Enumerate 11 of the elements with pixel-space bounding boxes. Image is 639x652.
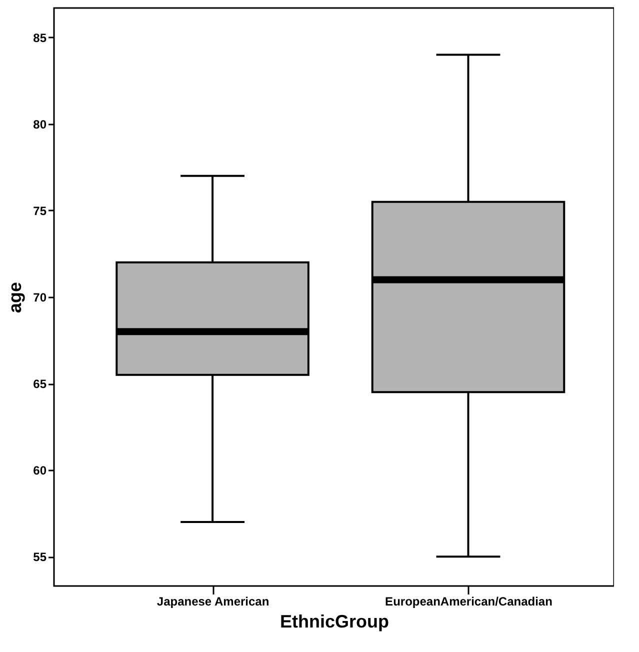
y-tick-label: 55	[33, 550, 47, 564]
x-tick-label: Japanese American	[156, 594, 270, 608]
y-tick-label: 60	[33, 464, 47, 478]
y-tick-label: 75	[33, 204, 47, 218]
x-tick-label: EuropeanAmerican/Canadian	[385, 594, 552, 608]
y-axis-title: age	[5, 282, 26, 314]
x-axis-title: EthnicGroup	[280, 612, 389, 632]
y-tick-label: 65	[33, 377, 47, 392]
y-tick-label: 70	[33, 290, 47, 304]
y-tick-label: 80	[33, 117, 47, 132]
y-tick-label: 85	[33, 30, 47, 45]
